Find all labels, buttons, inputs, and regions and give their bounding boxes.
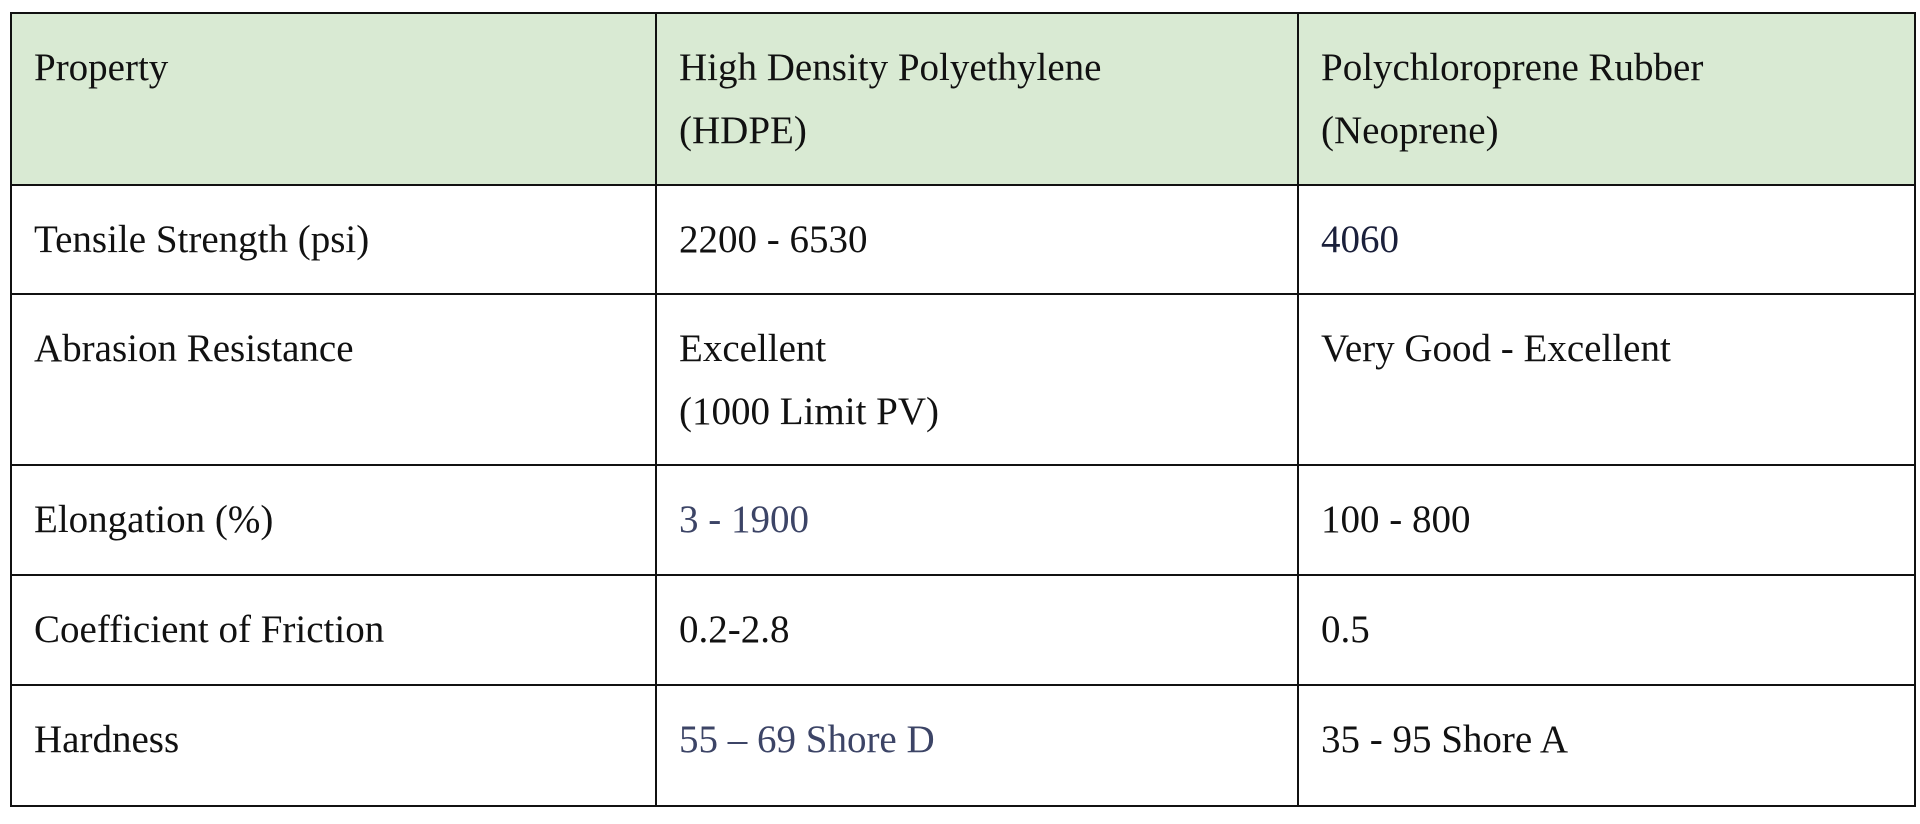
cell: 35 - 95 Shore A [1297, 684, 1916, 807]
cell: Very Good - Excellent [1297, 293, 1916, 466]
header-cell: Property [10, 12, 657, 186]
cell: Hardness [10, 684, 657, 807]
row: Elongation (%) 3 - 1900 100 - 800 [10, 464, 1916, 576]
header-cell: High Density Polyethylene (HDPE) [655, 12, 1299, 186]
row: Abrasion Resistance Excellent (1000 Limi… [10, 293, 1916, 466]
cell: Coefficient of Friction [10, 574, 657, 686]
row: Coefficient of Friction 0.2-2.8 0.5 [10, 574, 1916, 686]
cell: 0.2-2.8 [655, 574, 1299, 686]
header-cell: Polychloroprene Rubber (Neoprene) [1297, 12, 1916, 186]
cell: 0.5 [1297, 574, 1916, 686]
cell: Excellent (1000 Limit PV) [655, 293, 1299, 466]
row: Hardness 55 – 69 Shore D 35 - 95 Shore A [10, 684, 1916, 807]
cell: 100 - 800 [1297, 464, 1916, 576]
cell: Tensile Strength (psi) [10, 184, 657, 295]
cell: 2200 - 6530 [655, 184, 1299, 295]
cell: 3 - 1900 [655, 464, 1299, 576]
row: Tensile Strength (psi) 2200 - 6530 4060 [10, 184, 1916, 295]
cell: 4060 [1297, 184, 1916, 295]
cell: Abrasion Resistance [10, 293, 657, 466]
cell: Elongation (%) [10, 464, 657, 576]
properties-table: Property High Density Polyethylene (HDPE… [10, 12, 1916, 807]
header-row: Property High Density Polyethylene (HDPE… [10, 12, 1916, 186]
cell: 55 – 69 Shore D [655, 684, 1299, 807]
